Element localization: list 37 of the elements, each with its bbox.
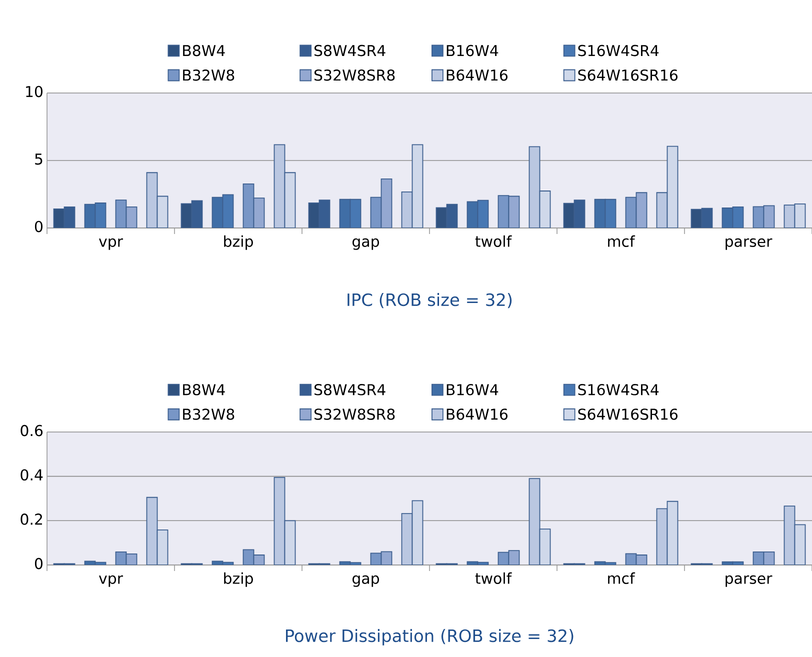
x-tick-label: bzip [224, 572, 253, 587]
x-tick-label: gap [352, 575, 380, 587]
legend-label: B32W8 [183, 408, 234, 420]
x-tick-label: mcf [608, 235, 636, 247]
y-tick-label: 0 [34, 558, 42, 570]
legend-label: S64W16SR16 [578, 408, 678, 420]
legend-label: B64W16 [446, 69, 508, 81]
x-tick-label: mcf [608, 572, 636, 584]
legend-label: B16W4 [446, 384, 498, 396]
legend-label: B8W4 [183, 44, 225, 56]
legend-label: S16W4SR4 [578, 44, 659, 56]
y-tick-label: 0 [34, 220, 42, 232]
legend-label: S8W4SR4 [314, 44, 386, 56]
legend-label: S32W8SR8 [314, 408, 395, 420]
x-tick-label: parser [726, 238, 772, 250]
x-tick-label: vpr [98, 238, 123, 250]
legend-label: S64W16SR16 [578, 69, 678, 81]
legend-label: S32W8SR8 [314, 69, 395, 81]
legend-label: B8W4 [183, 384, 225, 396]
y-tick-label: 10 [26, 86, 42, 98]
x-tick-label: gap [352, 238, 380, 250]
x-tick-label: twolf [475, 235, 512, 247]
legend-label: B16W4 [446, 44, 498, 56]
legend-label: B64W16 [446, 408, 508, 420]
text: IPC (ROB size = 32) [348, 293, 512, 308]
x-tick-label: parser [726, 575, 772, 587]
y-tick-label: 0.6 [20, 424, 43, 436]
legend-label: S8W4SR4 [314, 384, 386, 396]
y-tick-label: 0.4 [20, 469, 43, 481]
y-tick-label: 5 [35, 154, 42, 165]
x-tick-label: twolf [475, 572, 512, 584]
text: Power Dissipation (ROB size = 32) [286, 629, 574, 646]
legend-label: S16W4SR4 [578, 384, 659, 396]
y-tick-label: 0.2 [20, 514, 42, 525]
x-tick-label: bzip [224, 235, 253, 250]
x-tick-label: vpr [98, 575, 123, 587]
legend-label: B32W8 [183, 69, 234, 81]
